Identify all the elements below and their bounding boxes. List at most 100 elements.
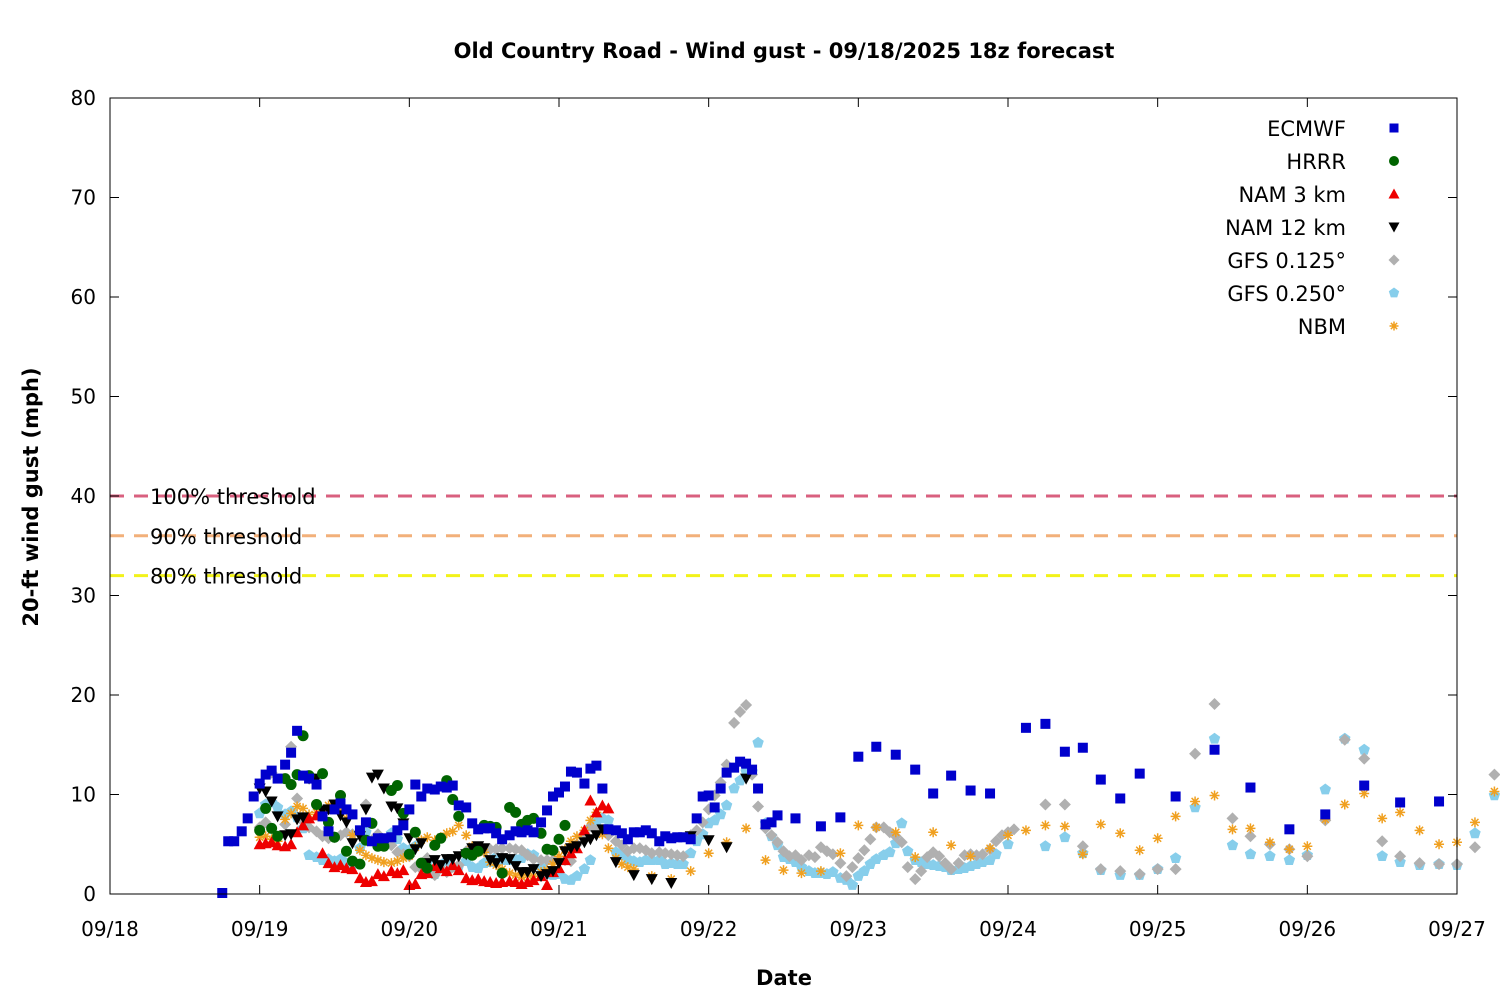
data-point: [622, 862, 633, 873]
data-point: [271, 811, 284, 823]
data-point: [509, 861, 522, 873]
data-point: [1264, 837, 1275, 848]
y-tick-label: 30: [71, 584, 96, 608]
data-point: [1058, 798, 1071, 811]
data-point: [685, 834, 696, 845]
data-point: [1170, 811, 1181, 822]
data-point: [834, 857, 847, 870]
data-point: [280, 814, 291, 825]
data-point: [654, 836, 665, 847]
data-point: [334, 859, 347, 871]
data-point: [553, 858, 565, 870]
data-point: [1245, 782, 1256, 793]
data-point: [536, 817, 547, 828]
data-point: [491, 828, 502, 839]
data-point: [1114, 865, 1127, 878]
data-point: [1059, 746, 1070, 757]
data-point: [365, 875, 378, 887]
data-point: [409, 878, 422, 890]
data-point: [1376, 835, 1389, 848]
x-tick-label: 09/22: [680, 917, 738, 941]
data-point: [1226, 839, 1239, 851]
data-point: [378, 833, 389, 844]
data-point: [740, 773, 753, 785]
data-point: [720, 799, 733, 811]
data-point: [760, 819, 771, 830]
data-point: [346, 863, 359, 875]
legend-label: HRRR: [1286, 150, 1346, 174]
data-point: [1209, 790, 1220, 801]
legend-label: NAM 3 km: [1238, 183, 1346, 207]
data-point: [1320, 809, 1331, 820]
data-point: [265, 796, 278, 808]
data-point: [616, 828, 627, 839]
chart-title: Old Country Road - Wind gust - 09/18/202…: [454, 39, 1115, 63]
data-point: [1003, 830, 1013, 841]
data-point: [254, 778, 265, 789]
data-point: [1283, 854, 1296, 865]
data-point: [286, 808, 297, 819]
data-point: [422, 783, 433, 794]
data-point: [1468, 841, 1481, 854]
data-point: [548, 791, 559, 802]
data-point: [259, 786, 272, 798]
data-point: [1434, 839, 1445, 850]
data-point: [329, 804, 340, 815]
data-point: [853, 751, 864, 762]
data-point: [928, 827, 939, 838]
data-point: [1358, 743, 1370, 755]
data-point: [697, 791, 708, 802]
data-point: [945, 863, 958, 876]
x-tick-label: 09/18: [81, 917, 139, 941]
data-point: [366, 836, 377, 847]
data-point: [541, 879, 554, 891]
data-point: [835, 812, 846, 823]
data-point: [292, 725, 303, 736]
data-point: [386, 858, 397, 869]
data-point: [528, 827, 539, 838]
data-point: [1059, 831, 1071, 843]
data-point: [646, 854, 658, 865]
data-point: [603, 843, 614, 854]
data-point: [441, 782, 452, 793]
data-point: [1244, 830, 1257, 843]
data-point: [1152, 833, 1163, 844]
data-point: [453, 810, 465, 822]
y-tick-label: 80: [71, 86, 96, 110]
data-point: [752, 736, 764, 748]
data-point: [946, 770, 957, 781]
data-point: [645, 847, 658, 860]
data-point: [585, 815, 596, 826]
data-point: [796, 868, 807, 879]
y-tick-label: 10: [71, 783, 96, 807]
data-point: [403, 848, 415, 860]
data-point: [846, 861, 859, 874]
data-point: [741, 823, 752, 834]
data-point: [435, 781, 446, 792]
data-point: [371, 769, 384, 781]
data-point: [740, 698, 753, 711]
data-point: [372, 833, 383, 844]
data-point: [840, 870, 853, 883]
data-point: [503, 854, 516, 866]
data-point: [660, 831, 671, 842]
x-tick-label: 09/24: [979, 917, 1037, 941]
data-point: [1469, 817, 1480, 828]
data-point: [1189, 747, 1202, 760]
data-point: [578, 837, 591, 849]
data-point: [497, 834, 508, 845]
data-point: [392, 856, 403, 867]
data-point: [254, 824, 266, 836]
y-axis-title: 20-ft wind gust (mph): [19, 367, 43, 626]
y-tick-label: 20: [71, 683, 96, 707]
data-point: [596, 799, 609, 811]
data-point: [1115, 828, 1126, 839]
data-point: [354, 858, 366, 870]
data-point: [516, 827, 527, 838]
data-point: [496, 867, 508, 879]
data-point: [884, 846, 896, 858]
data-point: [359, 804, 372, 816]
data-point: [335, 798, 346, 809]
data-point: [1077, 849, 1088, 860]
data-point: [548, 859, 559, 870]
